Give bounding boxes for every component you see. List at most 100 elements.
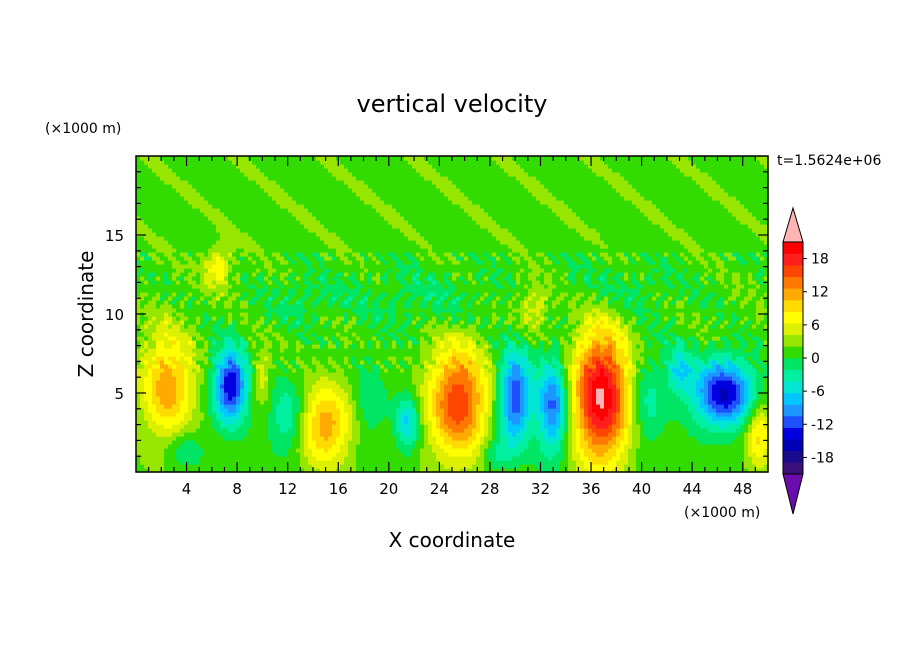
heatmap-cell <box>180 212 185 217</box>
heatmap-cell <box>192 288 197 293</box>
heatmap-cell <box>336 184 341 189</box>
heatmap-cell <box>228 216 233 221</box>
heatmap-cell <box>240 220 245 225</box>
heatmap-cell <box>296 308 301 313</box>
heatmap-cell <box>292 344 297 349</box>
heatmap-cell <box>184 312 189 317</box>
heatmap-cell <box>232 304 237 309</box>
heatmap-cell <box>244 308 249 313</box>
heatmap-cell <box>204 428 209 433</box>
heatmap-cell <box>176 232 181 237</box>
heatmap-cell <box>212 312 217 317</box>
heatmap-cell <box>284 404 289 409</box>
heatmap-cell <box>260 392 265 397</box>
heatmap-cell <box>252 444 257 449</box>
heatmap-cell <box>388 424 393 429</box>
heatmap-cell <box>264 412 269 417</box>
heatmap-cell <box>184 248 189 253</box>
heatmap-cell <box>292 228 297 233</box>
heatmap-cell <box>200 236 205 241</box>
heatmap-cell <box>380 444 385 449</box>
heatmap-cell <box>280 344 285 349</box>
heatmap-cell <box>376 400 381 405</box>
heatmap-cell <box>288 468 293 473</box>
heatmap-cell <box>200 212 205 217</box>
heatmap-cell <box>340 164 345 169</box>
heatmap-cell <box>264 272 269 277</box>
heatmap-cell <box>356 348 361 353</box>
heatmap-cell <box>168 380 173 385</box>
heatmap-cell <box>284 416 289 421</box>
heatmap-cell <box>348 432 353 437</box>
heatmap-cell <box>316 304 321 309</box>
heatmap-cell <box>180 468 185 473</box>
heatmap-cell <box>276 224 281 229</box>
heatmap-cell <box>176 176 181 181</box>
heatmap-cell <box>268 292 273 297</box>
heatmap-cell <box>300 348 305 353</box>
heatmap-cell <box>220 316 225 321</box>
heatmap-cell <box>192 412 197 417</box>
heatmap-cell <box>216 224 221 229</box>
heatmap-cell <box>252 284 257 289</box>
heatmap-cell <box>380 396 385 401</box>
heatmap-cell <box>368 460 373 465</box>
heatmap-cell <box>140 212 145 217</box>
heatmap-cell <box>368 212 373 217</box>
heatmap-cell <box>300 376 305 381</box>
heatmap-cell <box>264 284 269 289</box>
heatmap-cell <box>384 232 389 237</box>
heatmap-cell <box>196 408 201 413</box>
heatmap-cell <box>156 160 161 165</box>
heatmap-cell <box>324 464 329 469</box>
heatmap-cell <box>332 288 337 293</box>
heatmap-cell <box>192 200 197 205</box>
heatmap-cell <box>232 168 237 173</box>
heatmap-cell <box>188 264 193 269</box>
heatmap-cell <box>316 244 321 249</box>
heatmap-cell <box>152 244 157 249</box>
heatmap-cell <box>172 188 177 193</box>
heatmap-cell <box>324 168 329 173</box>
heatmap-cell <box>144 272 149 277</box>
heatmap-cell <box>280 196 285 201</box>
heatmap-cell <box>252 392 257 397</box>
heatmap-cell <box>376 284 381 289</box>
heatmap-cell <box>168 172 173 177</box>
heatmap-cell <box>200 288 205 293</box>
heatmap-cell <box>352 464 357 469</box>
heatmap-cell <box>284 320 289 325</box>
heatmap-cell <box>304 412 309 417</box>
heatmap-cell <box>208 428 213 433</box>
heatmap-cell <box>320 308 325 313</box>
heatmap-cell <box>288 380 293 385</box>
heatmap-cell <box>156 360 161 365</box>
heatmap-cell <box>292 216 297 221</box>
heatmap-cell <box>188 200 193 205</box>
heatmap-cell <box>268 452 273 457</box>
heatmap-cell <box>228 272 233 277</box>
heatmap-cell <box>212 404 217 409</box>
heatmap-cell <box>228 236 233 241</box>
heatmap-cell <box>328 448 333 453</box>
heatmap-cell <box>280 356 285 361</box>
heatmap-cell <box>244 444 249 449</box>
heatmap-cell <box>176 368 181 373</box>
heatmap-cell <box>280 176 285 181</box>
heatmap-cell <box>156 280 161 285</box>
heatmap-cell <box>168 344 173 349</box>
heatmap-cell <box>176 196 181 201</box>
heatmap-cell <box>336 436 341 441</box>
heatmap-cell <box>228 260 233 265</box>
heatmap-cell <box>300 424 305 429</box>
heatmap-cell <box>276 156 281 161</box>
heatmap-cell <box>312 228 317 233</box>
heatmap-cell <box>236 232 241 237</box>
heatmap-cell <box>228 336 233 341</box>
heatmap-cell <box>212 228 217 233</box>
heatmap-cell <box>272 200 277 205</box>
heatmap-cell <box>224 400 229 405</box>
heatmap-cell <box>332 252 337 257</box>
heatmap-cell <box>364 176 369 181</box>
heatmap-cell <box>308 408 313 413</box>
